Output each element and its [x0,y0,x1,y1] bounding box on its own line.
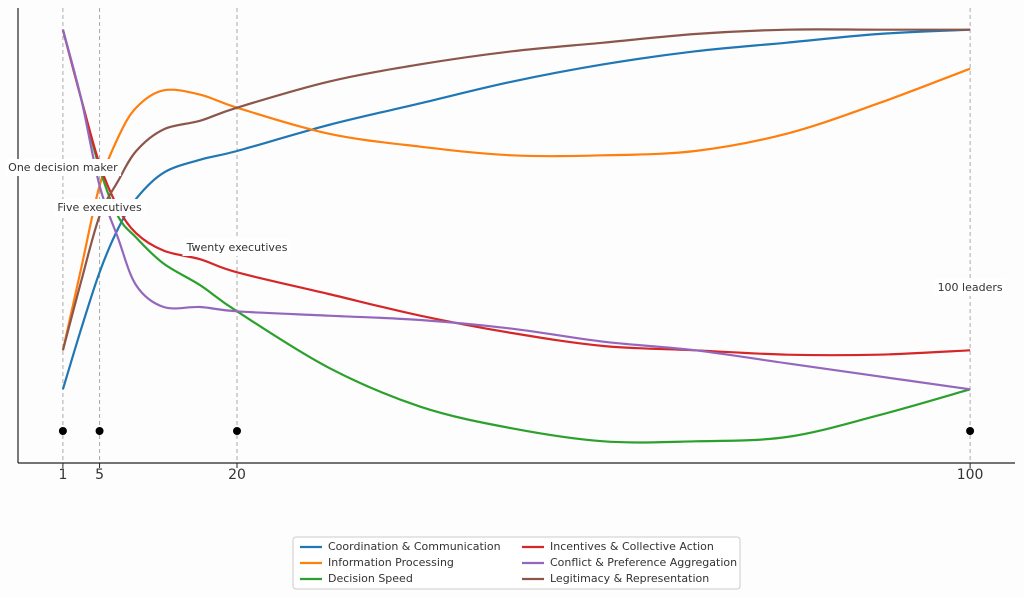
legend-label: Decision Speed [328,572,413,585]
annotation-label: Twenty executives [186,241,288,254]
legend: Coordination & Communication Information … [292,536,741,590]
annotation-dot [95,427,104,435]
series-line [61,67,971,351]
annotation-dot [233,427,242,435]
series-line [61,29,971,391]
annotation-dot [58,427,67,435]
annotation-label-bg [182,239,291,256]
annotation-label: One decision maker [8,161,118,174]
legend-box [292,536,741,590]
series-line [61,28,971,351]
annotation-label-bg [934,279,1006,296]
annotation-label-bg [54,199,145,216]
annotation-label: 100 leaders [938,281,1003,294]
legend-label: Incentives & Collective Action [550,540,714,553]
x-tick-label: 5 [95,467,104,483]
series-line [61,29,971,444]
legend-label: Coordination & Communication [328,540,501,553]
legend-label: Conflict & Preference Aggregation [550,556,737,569]
x-tick-label: 1 [58,467,67,483]
legend-label: Information Processing [328,556,454,569]
legend-label: Legitimacy & Representation [550,572,709,585]
annotation-label: Five executives [57,201,142,214]
x-tick-label: 20 [228,467,246,483]
annotation-label-bg [5,159,122,176]
series-line [61,28,971,390]
annotation-dot [966,427,975,435]
x-tick-label: 100 [957,467,984,483]
